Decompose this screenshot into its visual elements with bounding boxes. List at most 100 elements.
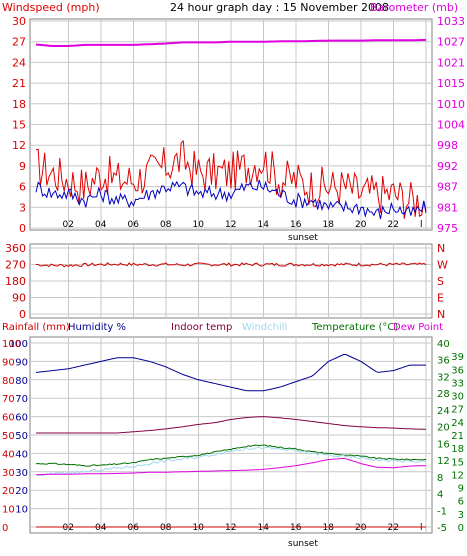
rain-hum-y-ticks: 1020304050607080901000102030405060708090… [2, 339, 28, 534]
direction-y-tick: 270 [5, 259, 26, 272]
rain-y-tick: 60 [2, 413, 15, 424]
humidity-y-tick: 40 [15, 449, 28, 460]
rain-y-tick: 90 [2, 357, 15, 368]
x-tick-label: 20 [355, 523, 367, 533]
temp-y-tick-b: 24 [451, 418, 464, 429]
wind-y-tick: 9 [19, 160, 26, 173]
wind-y-tick: 6 [19, 181, 26, 194]
humidity-y-tick: 80 [15, 376, 28, 387]
baro-y-tick: 1021 [437, 56, 465, 69]
x-tick-label: 18 [323, 523, 335, 533]
temp-y-tick-b: 9 [458, 484, 464, 495]
rain-y-tick: 30 [2, 468, 15, 479]
x-tick-label: 08 [160, 523, 172, 533]
temp-x-ticks: 02 04 06 08 10 12 14 16 18 20 22 l [63, 523, 423, 533]
baro-y-tick: 992 [437, 160, 458, 173]
series-windspeed-avg [35, 179, 427, 220]
direction-y-tick: 180 [5, 275, 26, 288]
x-tick-label: 04 [95, 523, 107, 533]
x-tick-label: 20 [355, 220, 367, 230]
series-temperature-c- [35, 444, 427, 467]
temp-y-tick-b: 27 [451, 405, 464, 416]
compass-label: E [437, 292, 444, 305]
direction-line [35, 262, 427, 268]
barometer-axis-title: Barometer (mb) [370, 1, 458, 14]
series-windspeed-mph- [35, 140, 427, 219]
humidity-y-tick: 60 [15, 413, 28, 424]
wind-sunset-label: sunset [288, 233, 318, 243]
rain-y-tick: 100 [2, 339, 21, 350]
wind-x-ticks: 02 04 06 08 10 12 14 16 18 20 22 l [63, 220, 423, 230]
temp-y-tick-b: 30 [451, 392, 464, 403]
direction-y-tick: 90 [12, 292, 26, 305]
baro-y-tick: 1004 [437, 119, 465, 132]
compass-label: N [437, 308, 445, 321]
wind-y-tick: 18 [12, 98, 26, 111]
rain-y-tick: 10 [2, 505, 15, 516]
temp-y-tick: 32 [437, 372, 450, 383]
temp-y-tick: 20 [437, 423, 450, 434]
rain-y-tick: 20 [2, 486, 15, 497]
temp-sunset-label: sunset [288, 539, 318, 549]
temp-y-tick: -5 [437, 523, 447, 534]
x-tick-label: 12 [225, 220, 236, 230]
x-tick-label: 22 [388, 220, 399, 230]
temp-y-tick: 28 [437, 389, 450, 400]
x-tick-label: 10 [193, 523, 205, 533]
humidity-y-tick: 10 [15, 505, 28, 516]
series-windchill [35, 446, 427, 477]
direction-y-tick: 360 [5, 242, 26, 255]
series-barometer-mb- [35, 38, 427, 47]
wind-y-left-ticks: 0 3 6 9 12 15 18 21 24 27 30 [12, 15, 26, 235]
x-tick-label: 18 [323, 220, 335, 230]
temp-y-tick-b: 39 [451, 352, 464, 363]
wind-y-tick: 0 [19, 222, 26, 235]
direction-chart-grid [30, 244, 432, 318]
direction-y-left-ticks: 360 270 180 90 0 [5, 242, 26, 321]
x-tick-label: 08 [160, 220, 172, 230]
temp-y-tick-b: 36 [451, 365, 464, 376]
temp-y-tick: 16 [437, 439, 450, 450]
baro-y-tick: 998 [437, 139, 458, 152]
humidity-legend: Humidity % [68, 322, 126, 333]
temp-y-tick: 12 [437, 456, 450, 467]
humidity-y-tick: 20 [15, 486, 28, 497]
temp-y-tick-b: 3 [458, 510, 464, 521]
x-tick-label: 22 [388, 523, 399, 533]
series-indoor-temp [36, 416, 427, 434]
temp-y-tick: 4 [437, 490, 443, 501]
humidity-y-tick: 90 [15, 357, 28, 368]
compass-label: S [437, 275, 444, 288]
series-dew-point [35, 457, 426, 476]
temp-y-tick-b: 0 [458, 523, 464, 534]
baro-y-tick: 987 [437, 181, 458, 194]
rain-y-tick: 0 [2, 523, 8, 534]
x-tick-label: 10 [193, 220, 205, 230]
temp-y-tick-b: 12 [451, 470, 464, 481]
x-tick-label: 16 [290, 523, 302, 533]
temp-y-tick-b: 21 [451, 431, 464, 442]
temp-y-tick-b: 33 [451, 378, 464, 389]
temp-y-tick: 24 [437, 406, 450, 417]
wind-y-tick: 27 [12, 36, 26, 49]
x-tick-label: l [420, 523, 423, 533]
wind-y-tick: 30 [12, 15, 26, 28]
baro-y-tick: 981 [437, 201, 458, 214]
x-tick-label: 16 [290, 220, 302, 230]
wind-y-tick: 12 [12, 139, 26, 152]
wind-y-tick: 3 [19, 201, 26, 214]
compass-label: W [437, 259, 448, 272]
windchill-legend: Windchill [242, 322, 287, 333]
x-tick-label: 02 [63, 523, 74, 533]
humidity-y-tick: 30 [15, 468, 28, 479]
chart-title: 24 hour graph day : 15 November 2008 [170, 1, 389, 14]
direction-y-tick: 0 [19, 308, 26, 321]
baro-y-tick: 1015 [437, 77, 465, 90]
x-tick-label: l [420, 220, 423, 230]
rain-y-tick: 80 [2, 376, 15, 387]
baro-y-tick: 1010 [437, 98, 465, 111]
x-tick-label: 12 [225, 523, 236, 533]
